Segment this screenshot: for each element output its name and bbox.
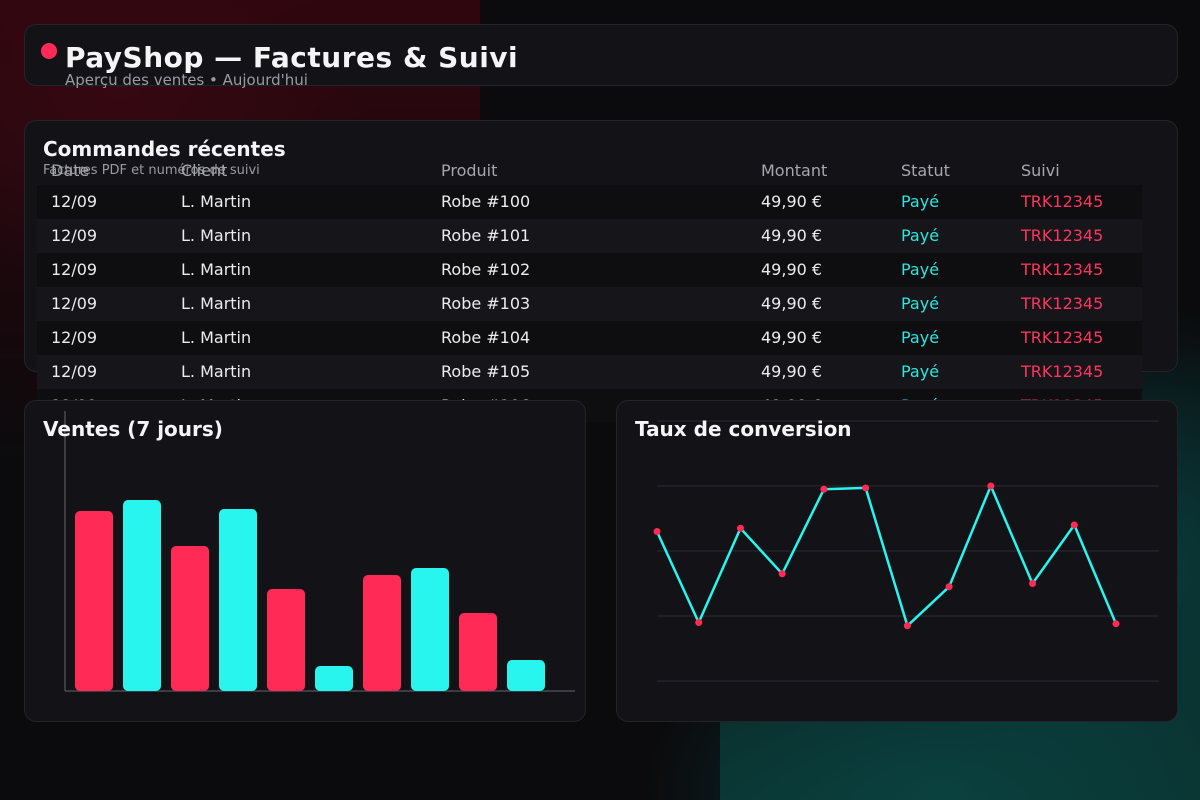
cell-product: Robe #100 xyxy=(441,192,531,211)
page-title: PayShop — Factures & Suivi xyxy=(65,41,519,74)
table-row[interactable]: 12/09 L. Martin Robe #101 49,90 € Payé T… xyxy=(37,219,1142,253)
table-row[interactable]: 12/09 L. Martin Robe #105 49,90 € Payé T… xyxy=(37,355,1142,389)
conversion-point-11 xyxy=(1070,521,1078,529)
sales-bar-10 xyxy=(507,660,545,691)
cell-date: 12/09 xyxy=(51,226,98,245)
sales-bar-7 xyxy=(363,575,401,691)
sales-bar-8 xyxy=(411,568,449,691)
conversion-point-8 xyxy=(945,583,953,591)
tracking-link[interactable]: TRK12345 xyxy=(1021,226,1104,245)
column-header-tracking[interactable]: Suivi xyxy=(1021,161,1060,180)
cell-client: L. Martin xyxy=(181,192,252,211)
column-header-client[interactable]: Client xyxy=(181,161,228,180)
cell-date: 12/09 xyxy=(51,328,98,347)
sales-bar-2 xyxy=(123,500,161,691)
orders-title: Commandes récentes xyxy=(43,137,286,161)
cell-date: 12/09 xyxy=(51,192,98,211)
cell-client: L. Martin xyxy=(181,226,252,245)
sales-chart-title: Ventes (7 jours) xyxy=(43,417,223,441)
cell-product: Robe #104 xyxy=(441,328,531,347)
table-row[interactable]: 12/09 L. Martin Robe #104 49,90 € Payé T… xyxy=(37,321,1142,355)
cell-client: L. Martin xyxy=(181,362,252,381)
conversion-point-4 xyxy=(778,570,786,578)
cell-amount: 49,90 € xyxy=(761,328,823,347)
page-subtitle: Aperçu des ventes • Aujourd'hui xyxy=(65,71,308,89)
conversion-point-10 xyxy=(1029,580,1037,587)
conversion-point-3 xyxy=(736,524,744,532)
cell-product: Robe #102 xyxy=(441,260,531,279)
cell-date: 12/09 xyxy=(51,362,98,381)
cell-amount: 49,90 € xyxy=(761,226,823,245)
sales-bar-5 xyxy=(267,589,305,691)
sales-bar-1 xyxy=(75,511,113,691)
cell-client: L. Martin xyxy=(181,294,252,313)
cell-amount: 49,90 € xyxy=(761,294,823,313)
cell-date: 12/09 xyxy=(51,294,98,313)
sales-bar-6 xyxy=(315,666,353,691)
conversion-line-chart xyxy=(653,420,1159,682)
table-row[interactable]: 12/09 L. Martin Robe #102 49,90 € Payé T… xyxy=(37,253,1142,287)
header-panel: PayShop — Factures & Suivi Aperçu des ve… xyxy=(24,24,1178,89)
cell-amount: 49,90 € xyxy=(761,192,823,211)
cell-product: Robe #103 xyxy=(441,294,531,313)
column-header-amount[interactable]: Montant xyxy=(761,161,828,180)
table-header: Date Client Produit Montant Statut Suivi xyxy=(37,161,1142,183)
orders-table: Date Client Produit Montant Statut Suivi… xyxy=(37,161,1142,422)
column-header-date[interactable]: Date xyxy=(51,161,90,180)
sales-bar-chart xyxy=(64,411,575,692)
conversion-point-7 xyxy=(903,622,911,630)
conversion-series-line xyxy=(655,484,1118,628)
table-row[interactable]: 12/09 L. Martin Robe #100 49,90 € Payé T… xyxy=(37,185,1142,219)
cell-product: Robe #101 xyxy=(441,226,531,245)
cell-status: Payé xyxy=(901,192,940,211)
cell-status: Payé xyxy=(901,294,940,313)
sales-bar-9 xyxy=(459,613,497,691)
conversion-point-6 xyxy=(862,484,870,492)
cell-client: L. Martin xyxy=(181,260,252,279)
cell-amount: 49,90 € xyxy=(761,362,823,381)
conversion-point-1 xyxy=(653,528,661,535)
tracking-link[interactable]: TRK12345 xyxy=(1021,192,1104,211)
sales-chart-panel: Ventes (7 jours) xyxy=(24,400,586,722)
tracking-link[interactable]: TRK12345 xyxy=(1021,260,1104,279)
conversion-point-9 xyxy=(987,482,995,490)
cell-product: Robe #105 xyxy=(441,362,531,381)
cell-amount: 49,90 € xyxy=(761,260,823,279)
tracking-link[interactable]: TRK12345 xyxy=(1021,294,1104,313)
conversion-chart-title: Taux de conversion xyxy=(635,417,852,441)
sales-bar-4 xyxy=(219,509,257,691)
cell-status: Payé xyxy=(901,362,940,381)
conversion-point-2 xyxy=(695,619,703,626)
orders-subtitle: Factures PDF et numéros de suivi xyxy=(43,163,260,178)
conversion-point-12 xyxy=(1112,620,1120,628)
cell-status: Payé xyxy=(901,226,940,245)
cell-status: Payé xyxy=(901,260,940,279)
tracking-link[interactable]: TRK12345 xyxy=(1021,362,1104,381)
brand-dot-icon xyxy=(41,43,57,59)
cell-client: L. Martin xyxy=(181,328,252,347)
tracking-link[interactable]: TRK12345 xyxy=(1021,328,1104,347)
cell-date: 12/09 xyxy=(51,260,98,279)
table-row[interactable]: 12/09 L. Martin Robe #103 49,90 € Payé T… xyxy=(37,287,1142,321)
column-header-product[interactable]: Produit xyxy=(441,161,498,180)
cell-status: Payé xyxy=(901,328,940,347)
conversion-point-5 xyxy=(820,485,828,493)
column-header-status[interactable]: Statut xyxy=(901,161,950,180)
conversion-chart-panel: Taux de conversion xyxy=(616,400,1178,722)
orders-panel: Commandes récentes Factures PDF et numér… xyxy=(24,120,1178,422)
sales-bar-3 xyxy=(171,546,209,691)
